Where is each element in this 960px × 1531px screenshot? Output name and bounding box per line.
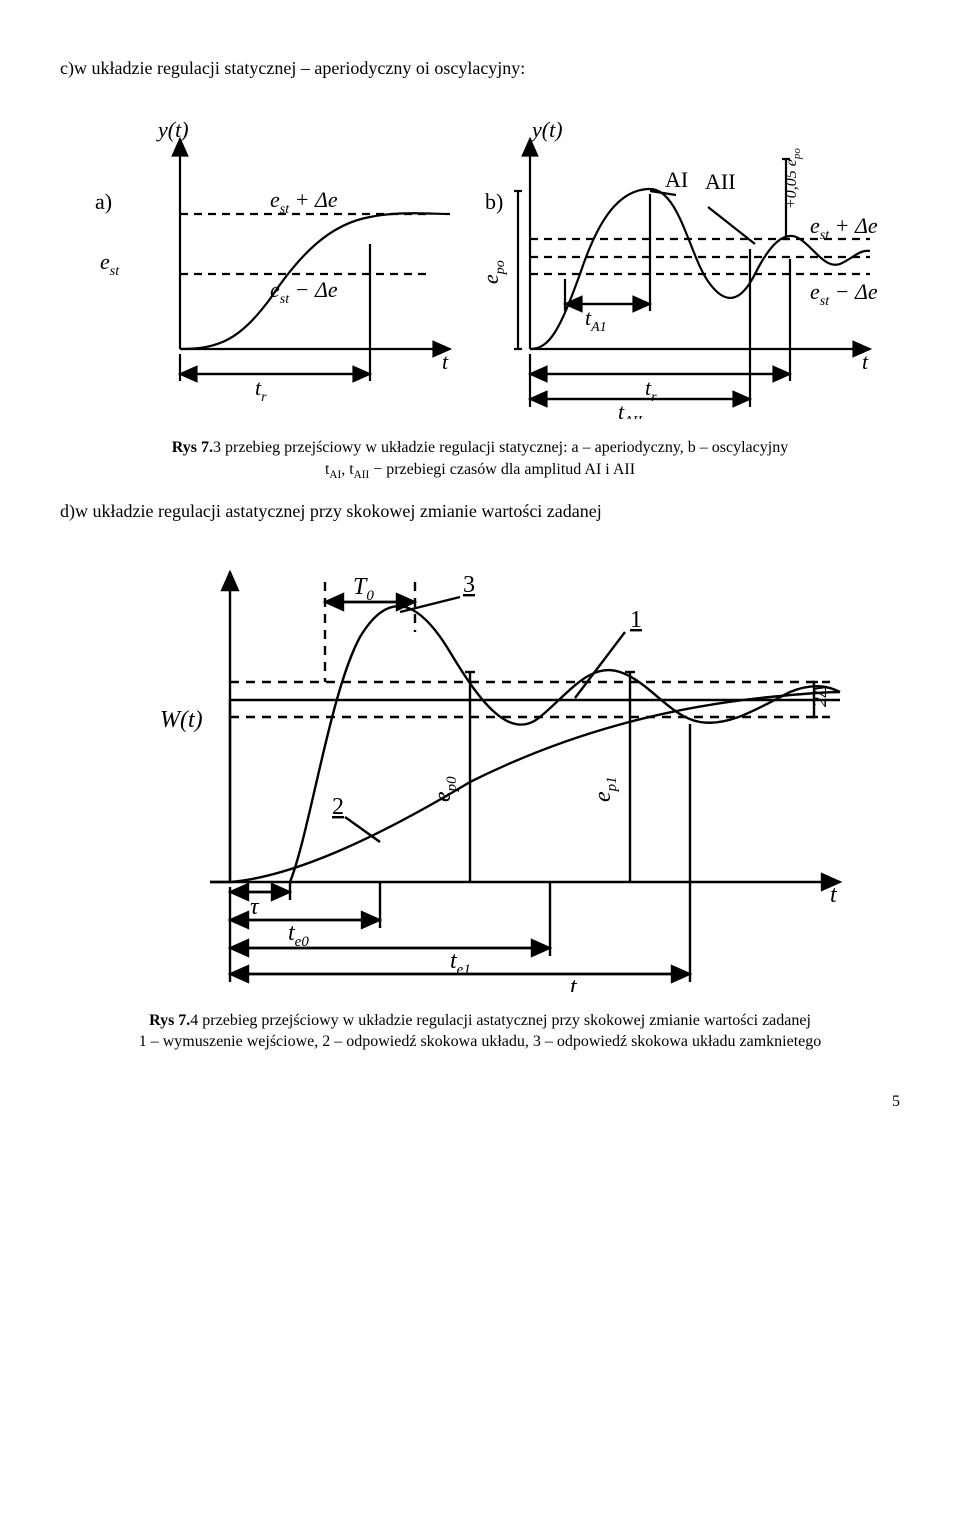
fig73a-t: t bbox=[442, 349, 449, 374]
fig74-t: t bbox=[830, 882, 838, 908]
fig74-tau: τ bbox=[250, 894, 260, 920]
section-d: d)w układzie regulacji astatycznej przy … bbox=[60, 501, 900, 522]
fig73b-tA1: tA1 bbox=[585, 305, 607, 335]
fig73a-est: est bbox=[100, 249, 120, 279]
fig73b-band-bot: est − Δe bbox=[810, 279, 878, 309]
fig73-caption-rest: 3 przebieg przejściowy w układzie regula… bbox=[213, 439, 788, 456]
fig73b-aii: AII bbox=[705, 169, 736, 194]
fig74-T0: T0 bbox=[353, 574, 374, 604]
fig74-2delta: 2Δ bbox=[809, 685, 831, 707]
fig73b-epo: epo bbox=[478, 260, 508, 284]
fig74-wt: W(t) bbox=[160, 707, 203, 733]
fig74-caption-bold: Rys 7. bbox=[149, 1012, 190, 1029]
fig74-tr: tr bbox=[570, 974, 583, 992]
fig73-caption-bold: Rys 7. bbox=[172, 439, 213, 456]
fig73b-ai: AI bbox=[665, 167, 688, 192]
page-number: 5 bbox=[60, 1093, 900, 1111]
fig74-caption-line2: 1 – wymuszenie wejściowe, 2 – odpowiedź … bbox=[139, 1033, 822, 1050]
figure-7-3: y(t) a) est est + Δe est − Δe tr t y(t) … bbox=[70, 99, 890, 419]
fig73b-005: +0,05 epo bbox=[783, 148, 803, 209]
fig74-label1: 1 bbox=[630, 607, 642, 633]
fig74-te1: te1 bbox=[450, 948, 471, 978]
fig73b-tAII: tAII bbox=[618, 399, 643, 419]
fig73a-tr: tr bbox=[255, 375, 267, 405]
fig74-ep1: ep1 bbox=[590, 776, 620, 802]
fig73b-tr: tr bbox=[645, 375, 657, 405]
fig73b-ylabel: y(t) bbox=[530, 117, 563, 142]
fig73-caption: Rys 7.3 przebieg przejściowy w układzie … bbox=[100, 437, 860, 483]
fig73a-ylabel: y(t) bbox=[156, 117, 189, 142]
fig73b-panel-label: b) bbox=[485, 189, 503, 214]
fig74-label3: 3 bbox=[463, 572, 475, 598]
fig73b-t: t bbox=[862, 349, 869, 374]
fig74-te0: te0 bbox=[288, 920, 309, 950]
fig73-caption-line2: tAI, tAII − przebiegi czasów dla amplitu… bbox=[325, 461, 635, 478]
intro-paragraph: c)w układzie regulacji statycznej – aper… bbox=[60, 58, 900, 79]
fig74-label2: 2 bbox=[332, 794, 344, 820]
figure-7-4: W(t) 2Δ T0 3 1 2 ep0 ep1 τ te0 te1 tr t bbox=[70, 542, 890, 992]
fig74-ep0: ep0 bbox=[430, 776, 460, 802]
fig74-caption: Rys 7.4 przebieg przejściowy w układzie … bbox=[100, 1010, 860, 1053]
fig73a-band-top: est + Δe bbox=[270, 187, 338, 217]
fig74-caption-rest: 4 przebieg przejściowy w układzie regula… bbox=[190, 1012, 811, 1029]
fig73a-panel-label: a) bbox=[95, 189, 112, 214]
fig73a-band-bot: est − Δe bbox=[270, 277, 338, 307]
